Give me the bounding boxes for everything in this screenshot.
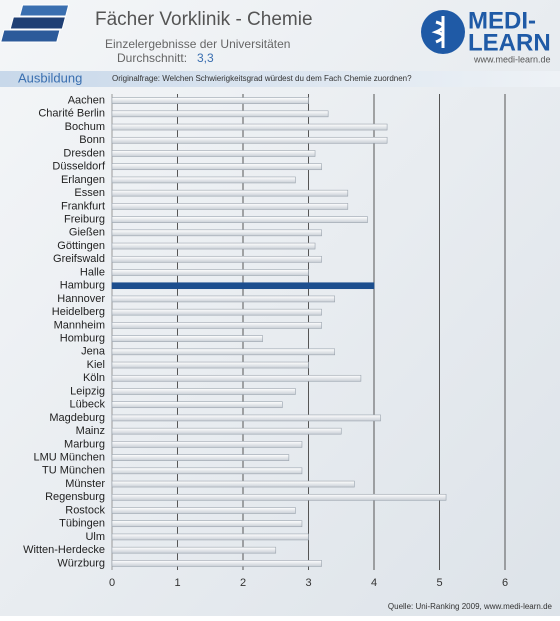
bar: [111, 295, 335, 303]
y-tick-label: Witten-Herdecke: [23, 544, 105, 556]
bar: [111, 361, 309, 369]
bar: [111, 269, 309, 276]
logo-url: www.medi-learn.de: [473, 54, 551, 64]
bar: [111, 242, 316, 250]
logo-symbol: [431, 16, 445, 48]
bar: [111, 282, 375, 290]
bar: [111, 110, 329, 118]
y-tick-label: Bochum: [65, 121, 105, 133]
bar: [111, 507, 296, 514]
bar: [111, 414, 381, 422]
bar: [111, 520, 303, 528]
x-tick-label: 3: [305, 577, 311, 589]
y-tick-label: Erlangen: [61, 174, 105, 186]
y-tick-label: Köln: [83, 372, 105, 384]
bar: [111, 401, 283, 409]
average-value: 3,3: [197, 51, 214, 65]
bar: [111, 348, 335, 356]
y-tick-label: Lübeck: [70, 399, 106, 411]
bar: [111, 388, 296, 395]
y-tick-label: Tübingen: [59, 518, 105, 530]
y-tick-label: Greifswald: [53, 253, 105, 265]
y-tick-label: Hannover: [57, 293, 105, 305]
bar: [111, 480, 355, 488]
bar: [111, 136, 388, 144]
y-tick-label: Göttingen: [57, 240, 105, 252]
bar: [111, 441, 303, 448]
bar: [111, 176, 296, 184]
bar: [111, 255, 322, 263]
x-tick-label: 0: [109, 577, 115, 589]
y-tick-label: Hamburg: [60, 280, 105, 292]
y-tick-label: Kiel: [87, 359, 105, 371]
question: Originalfrage: Welchen Schwierigkeitsgra…: [112, 74, 412, 83]
bar: [111, 308, 322, 316]
bar: [111, 467, 303, 475]
bar: [111, 493, 447, 501]
y-tick-label: Essen: [74, 187, 105, 199]
y-tick-label: Magdeburg: [49, 412, 105, 424]
bar: [111, 322, 322, 329]
y-tick-label: Mainz: [76, 425, 105, 437]
bar: [111, 335, 263, 342]
y-tick-label: Bonn: [79, 134, 105, 146]
y-tick-label: Jena: [81, 346, 106, 358]
x-tick-label: 2: [240, 577, 246, 589]
y-tick-label: TU München: [42, 465, 105, 477]
bar: [111, 123, 388, 131]
y-tick-label: Ulm: [85, 531, 105, 543]
bar: [111, 150, 316, 157]
y-tick-label: Marburg: [64, 438, 105, 450]
y-tick-label: Homburg: [60, 333, 105, 345]
y-tick-label: Rostock: [65, 504, 105, 516]
source: Quelle: Uni-Ranking 2009, www.medi-learn…: [388, 602, 553, 611]
y-tick-label: Regensburg: [45, 491, 105, 503]
bar: [111, 533, 309, 541]
y-tick-label: Leipzig: [70, 385, 105, 397]
bar: [111, 97, 309, 104]
y-tick-label: Heidelberg: [52, 306, 105, 318]
bar: [111, 216, 368, 223]
header-band: [0, 71, 560, 87]
y-tick-label: Mannheim: [54, 319, 105, 331]
chart-title: Fächer Vorklinik - Chemie: [95, 9, 313, 30]
bar: [111, 229, 322, 237]
x-tick-label: 6: [502, 577, 508, 589]
x-tick-label: 1: [174, 577, 180, 589]
bar: [111, 427, 342, 435]
x-tick-label: 4: [371, 577, 377, 589]
average-label: Durchschnitt:: [117, 51, 187, 65]
subtitle: Einzelergebnisse der Universitäten: [105, 37, 290, 51]
section-label: Ausbildung: [18, 70, 82, 85]
y-tick-label: Aachen: [68, 95, 105, 107]
y-tick-label: Frankfurt: [61, 200, 105, 212]
bar: [111, 374, 362, 382]
bar: [111, 189, 349, 197]
bar: [111, 454, 290, 461]
bar: [111, 546, 277, 554]
logo-line1: MEDI-: [468, 7, 536, 34]
y-tick-label: Gießen: [69, 227, 105, 239]
books-icon: [0, 4, 70, 43]
y-tick-label: Düsseldorf: [52, 161, 106, 173]
bar: [111, 560, 322, 567]
x-tick-label: 5: [436, 577, 442, 589]
y-tick-label: Münster: [65, 478, 105, 490]
y-tick-label: Freiburg: [64, 214, 105, 226]
y-tick-label: Halle: [80, 266, 105, 278]
bar: [111, 163, 322, 171]
y-tick-label: Würzburg: [57, 557, 105, 569]
logo-line2: LEARN: [468, 29, 551, 56]
y-tick-label: LMU München: [33, 452, 105, 464]
bar: [111, 203, 349, 210]
y-tick-label: Dresden: [63, 147, 105, 159]
y-tick-label: Charité Berlin: [38, 108, 105, 120]
